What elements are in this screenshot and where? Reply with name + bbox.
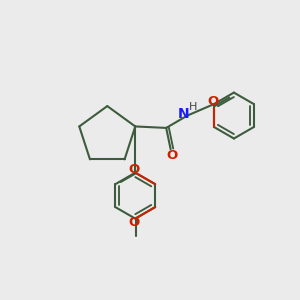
Text: O: O xyxy=(208,95,219,108)
Text: N: N xyxy=(178,107,190,121)
Text: O: O xyxy=(167,149,178,162)
Text: O: O xyxy=(128,163,140,176)
Text: H: H xyxy=(188,102,197,112)
Text: O: O xyxy=(128,216,140,229)
